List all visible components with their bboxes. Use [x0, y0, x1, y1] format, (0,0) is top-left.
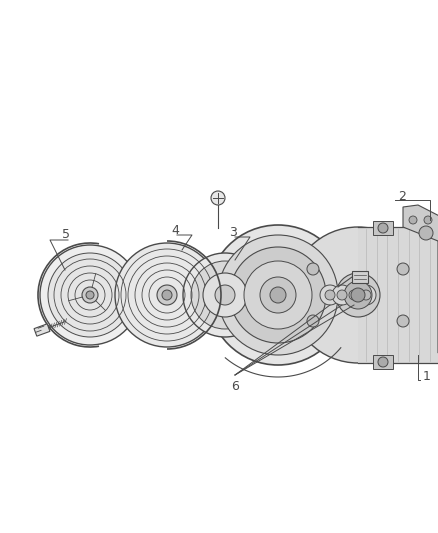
Circle shape — [244, 261, 312, 329]
Circle shape — [215, 285, 235, 305]
Text: 2: 2 — [398, 190, 406, 204]
Circle shape — [86, 291, 94, 299]
Text: 3: 3 — [229, 227, 237, 239]
Circle shape — [307, 263, 319, 275]
Text: 1: 1 — [423, 370, 431, 384]
Circle shape — [344, 281, 372, 309]
Circle shape — [356, 285, 376, 305]
Circle shape — [157, 285, 177, 305]
Circle shape — [183, 253, 267, 337]
Circle shape — [325, 290, 335, 300]
Circle shape — [378, 223, 388, 233]
Circle shape — [290, 227, 426, 363]
Circle shape — [230, 247, 326, 343]
Circle shape — [397, 263, 409, 275]
Circle shape — [40, 245, 140, 345]
Circle shape — [320, 285, 340, 305]
Circle shape — [307, 315, 319, 327]
Circle shape — [191, 261, 259, 329]
Circle shape — [48, 253, 132, 337]
Circle shape — [361, 290, 371, 300]
Circle shape — [115, 243, 219, 347]
Circle shape — [162, 290, 172, 300]
Polygon shape — [403, 205, 438, 247]
Circle shape — [260, 277, 296, 313]
Circle shape — [337, 290, 347, 300]
Circle shape — [211, 191, 225, 205]
Circle shape — [82, 287, 98, 303]
Polygon shape — [373, 355, 393, 369]
Circle shape — [409, 216, 417, 224]
Polygon shape — [358, 227, 438, 363]
Text: 6: 6 — [231, 381, 239, 393]
Polygon shape — [34, 324, 50, 336]
FancyBboxPatch shape — [352, 271, 368, 283]
Circle shape — [378, 357, 388, 367]
Circle shape — [424, 216, 432, 224]
Polygon shape — [373, 221, 393, 235]
Circle shape — [270, 287, 286, 303]
Circle shape — [419, 226, 433, 240]
Circle shape — [344, 285, 364, 305]
Circle shape — [218, 235, 338, 355]
Text: 5: 5 — [62, 229, 70, 241]
Circle shape — [349, 290, 359, 300]
Text: 4: 4 — [171, 223, 179, 237]
Circle shape — [208, 225, 348, 365]
Circle shape — [332, 285, 352, 305]
Circle shape — [397, 315, 409, 327]
Circle shape — [203, 273, 247, 317]
Circle shape — [351, 288, 365, 302]
Circle shape — [336, 273, 380, 317]
